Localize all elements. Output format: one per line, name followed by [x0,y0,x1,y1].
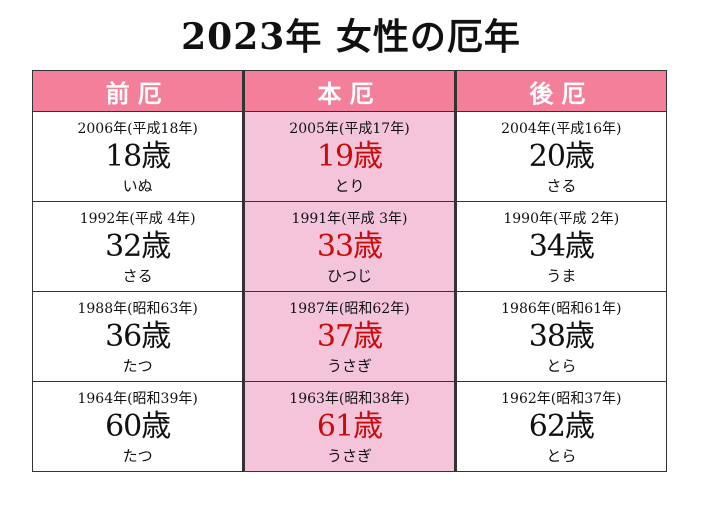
age: 20歳 [528,138,595,174]
table-cell-honyaku: 2005年(平成17年) 19歳 とり [242,111,457,202]
birth-year: 1992年(平成 4年) [79,210,196,227]
table-cell: 1988年(昭和63年) 36歳 たつ [31,291,245,382]
zodiac: うさぎ [326,356,372,375]
page-title: 2023年 女性の厄年 [181,16,521,58]
age: 33歳 [316,228,383,264]
col-header-atoyaku: 後厄 [454,70,668,112]
birth-year: 1987年(昭和62年) [289,300,410,317]
age: 38歳 [528,318,595,354]
birth-year: 1986年(昭和61年) [501,300,622,317]
table-row: 1992年(平成 4年) 32歳 さる 1991年(平成 3年) 33歳 ひつじ… [31,201,668,292]
zodiac: とら [546,356,577,375]
age: 61歳 [316,408,383,444]
age: 18歳 [105,138,171,174]
age: 62歳 [528,408,595,444]
age: 19歳 [316,138,383,174]
zodiac: さる [122,266,153,285]
table-row: 1964年(昭和39年) 60歳 たつ 1963年(昭和38年) 61歳 うさぎ… [31,381,668,472]
table-cell-honyaku: 1987年(昭和62年) 37歳 うさぎ [242,291,457,382]
birth-year: 1990年(平成 2年) [503,210,620,227]
zodiac: とら [546,446,577,465]
zodiac: うさぎ [326,446,372,465]
age: 36歳 [105,318,171,354]
table-cell: 1962年(昭和37年) 62歳 とら [454,381,668,472]
table-row: 2006年(平成18年) 18歳 いぬ 2005年(平成17年) 19歳 とり … [31,111,668,202]
birth-year: 1962年(昭和37年) [501,390,622,407]
age: 34歳 [528,228,595,264]
birth-year: 2006年(平成18年) [77,120,198,137]
birth-year: 2004年(平成16年) [501,120,622,137]
zodiac: ひつじ [326,266,372,285]
table-cell: 1986年(昭和61年) 38歳 とら [454,291,668,382]
table-row: 1988年(昭和63年) 36歳 たつ 1987年(昭和62年) 37歳 うさぎ… [31,291,668,382]
zodiac: いぬ [122,176,153,195]
zodiac: たつ [122,446,153,465]
table-cell: 1992年(平成 4年) 32歳 さる [31,201,245,292]
table-cell: 2006年(平成18年) 18歳 いぬ [31,111,245,202]
table-cell-honyaku: 1991年(平成 3年) 33歳 ひつじ [242,201,457,292]
table-cell-honyaku: 1963年(昭和38年) 61歳 うさぎ [242,381,457,472]
zodiac: うま [546,266,577,285]
birth-year: 1988年(昭和63年) [77,300,198,317]
yakudoshi-table: 前厄 本厄 後厄 2006年(平成18年) 18歳 いぬ 2005年(平成17年… [31,70,668,472]
zodiac: さる [546,176,577,195]
header-row: 前厄 本厄 後厄 [31,70,668,112]
birth-year: 1964年(昭和39年) [77,390,198,407]
age: 60歳 [105,408,171,444]
table-cell: 2004年(平成16年) 20歳 さる [454,111,668,202]
birth-year: 1991年(平成 3年) [291,210,408,227]
zodiac: とり [334,176,365,195]
birth-year: 2005年(平成17年) [289,120,410,137]
zodiac: たつ [122,356,153,375]
table-cell: 1964年(昭和39年) 60歳 たつ [31,381,245,472]
table-cell: 1990年(平成 2年) 34歳 うま [454,201,668,292]
age: 37歳 [316,318,383,354]
col-header-maeyaku: 前厄 [31,70,245,112]
col-header-honyaku: 本厄 [242,70,457,112]
birth-year: 1963年(昭和38年) [289,390,410,407]
age: 32歳 [105,228,171,264]
